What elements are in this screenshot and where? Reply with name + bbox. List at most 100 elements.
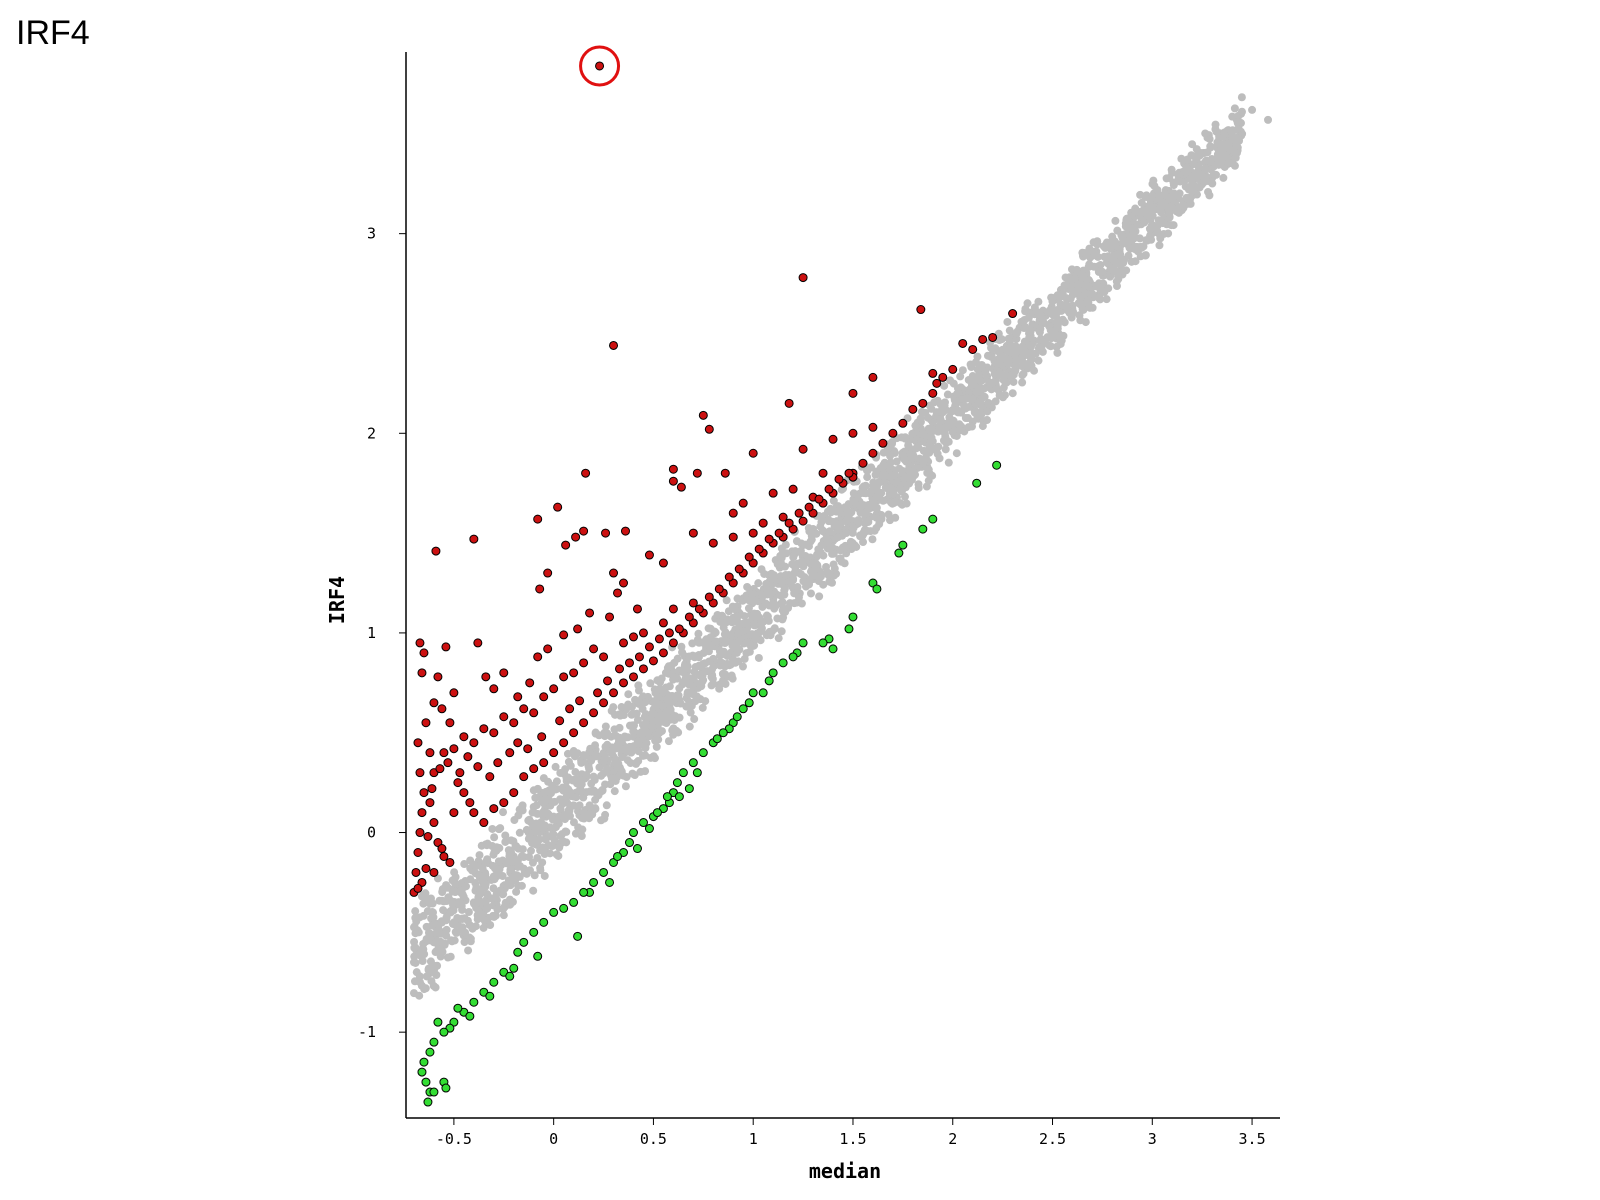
up-point	[868, 422, 878, 432]
cloud-point	[811, 564, 820, 573]
up-point	[668, 464, 678, 474]
down-point	[744, 698, 754, 708]
cloud-point	[445, 896, 454, 905]
cloud-point	[900, 453, 909, 462]
up-point	[425, 798, 435, 808]
up-point	[868, 448, 878, 458]
cloud-point	[1232, 141, 1241, 150]
up-point	[429, 818, 439, 828]
page-title: IRF4	[16, 14, 90, 52]
cloud-point	[1218, 144, 1227, 153]
up-point	[543, 568, 553, 578]
down-point	[828, 644, 838, 654]
cloud-point	[1209, 170, 1218, 179]
cloud-point	[546, 789, 555, 798]
cloud-point	[891, 513, 900, 522]
points-layer	[409, 61, 1018, 1107]
cloud-point	[944, 458, 953, 467]
cloud-point	[941, 445, 950, 454]
cloud-point	[465, 921, 474, 930]
cloud-point	[731, 605, 740, 614]
cloud-point	[422, 972, 431, 981]
cloud-point	[556, 804, 565, 813]
down-point	[758, 688, 768, 698]
cloud-point	[433, 937, 442, 946]
cloud-point	[711, 637, 720, 646]
up-point	[449, 744, 459, 754]
up-point	[658, 558, 668, 568]
up-point	[916, 305, 926, 315]
cloud-point	[1034, 297, 1043, 306]
cloud-point	[545, 796, 554, 805]
x-tick-label: 2.5	[1039, 1130, 1066, 1148]
cloud-point	[412, 917, 421, 926]
up-point	[758, 518, 768, 528]
cloud-point	[577, 832, 586, 841]
up-point	[1008, 309, 1018, 319]
cloud-point	[721, 679, 730, 688]
up-point	[609, 568, 619, 578]
cloud-point	[699, 648, 708, 657]
cloud-point	[415, 978, 424, 987]
up-point	[628, 632, 638, 642]
highlight-circle	[579, 45, 621, 87]
cloud-point	[595, 763, 604, 772]
up-point	[968, 344, 978, 354]
cloud-point	[606, 780, 615, 789]
down-point	[505, 971, 515, 981]
cloud-point	[1019, 369, 1028, 378]
cloud-point	[524, 816, 533, 825]
cloud-point	[610, 787, 619, 796]
cloud-point	[762, 585, 771, 594]
up-point	[868, 372, 878, 382]
cloud-point	[601, 742, 610, 751]
up-point	[692, 468, 702, 478]
up-point	[638, 664, 648, 674]
cloud-point	[1201, 129, 1210, 138]
cloud-point	[859, 482, 868, 491]
up-point	[571, 532, 581, 542]
cloud-point	[528, 858, 537, 867]
cloud-point	[690, 715, 699, 724]
cloud-point	[966, 360, 975, 369]
up-point	[473, 638, 483, 648]
cloud-point	[652, 742, 661, 751]
cloud-point	[704, 640, 713, 649]
cloud-point	[924, 476, 933, 485]
up-point	[513, 738, 523, 748]
cloud-point	[734, 629, 743, 638]
cloud-point	[797, 599, 806, 608]
cloud-point	[739, 619, 748, 628]
cloud-point	[797, 570, 806, 579]
cloud-point	[875, 478, 884, 487]
cloud-point	[896, 484, 905, 493]
up-point	[688, 598, 698, 608]
cloud-point	[968, 395, 977, 404]
cloud-point	[843, 507, 852, 516]
cloud-point	[515, 828, 524, 837]
cloud-point	[935, 422, 944, 431]
up-point	[431, 546, 441, 556]
down-point	[425, 1047, 435, 1057]
cloud-point	[758, 591, 767, 600]
up-point	[421, 863, 431, 873]
cloud-point	[510, 816, 519, 825]
cloud-point	[1016, 355, 1025, 364]
cloud-point	[1264, 115, 1273, 124]
cloud-point	[709, 679, 718, 688]
cloud-point	[411, 907, 420, 916]
up-point	[537, 732, 547, 742]
up-point	[619, 578, 629, 588]
down-point	[732, 712, 742, 722]
cloud-point	[422, 934, 431, 943]
x-tick-label: 1.5	[839, 1130, 866, 1148]
background-cloud	[409, 93, 1273, 1000]
cloud-point	[724, 607, 733, 616]
cloud-point	[1079, 305, 1088, 314]
cloud-point	[472, 883, 481, 892]
up-point	[413, 738, 423, 748]
down-point	[684, 784, 694, 794]
cloud-point	[856, 501, 865, 510]
cloud-point	[518, 845, 527, 854]
up-point	[619, 638, 629, 648]
